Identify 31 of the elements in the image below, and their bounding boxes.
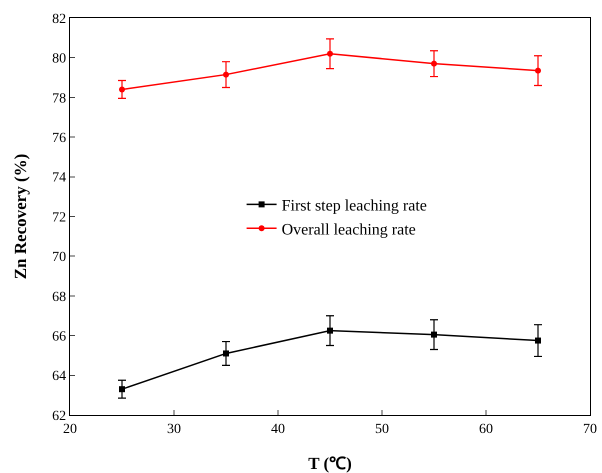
y-tick-label: 72 bbox=[52, 210, 66, 226]
point bbox=[327, 328, 333, 334]
x-tick-label: 40 bbox=[271, 422, 285, 437]
point bbox=[431, 60, 437, 67]
point bbox=[223, 72, 229, 78]
legend-label: Overall leaching rate bbox=[282, 221, 416, 238]
y-tick-label: 68 bbox=[52, 290, 66, 305]
point bbox=[119, 86, 125, 92]
x-tick-label: 30 bbox=[167, 422, 181, 437]
y-tick-label: 76 bbox=[52, 131, 66, 146]
y-axis-title: Zn Recovery (%) bbox=[10, 154, 30, 280]
y-tick-label: 70 bbox=[52, 250, 66, 266]
y-tick-label: 78 bbox=[52, 91, 66, 106]
point bbox=[535, 338, 541, 344]
x-tick-label: 70 bbox=[583, 422, 597, 437]
y-tick-label: 62 bbox=[52, 408, 66, 424]
point bbox=[327, 50, 333, 57]
x-axis-title: T (℃) bbox=[308, 454, 352, 473]
y-tick-label: 66 bbox=[52, 330, 66, 344]
legend-label: First step leaching rate bbox=[282, 198, 427, 215]
point bbox=[431, 332, 437, 338]
point bbox=[119, 386, 125, 392]
y-tick-label: 74 bbox=[52, 170, 66, 186]
x-tick-label: 50 bbox=[375, 422, 389, 437]
y-tick-label: 82 bbox=[52, 12, 66, 27]
point bbox=[223, 350, 229, 356]
x-tick-label: 20 bbox=[63, 422, 77, 437]
y-tick-label: 64 bbox=[52, 369, 66, 384]
y-tick-label: 80 bbox=[52, 52, 66, 67]
x-tick-label: 60 bbox=[479, 422, 493, 437]
point bbox=[535, 68, 541, 74]
